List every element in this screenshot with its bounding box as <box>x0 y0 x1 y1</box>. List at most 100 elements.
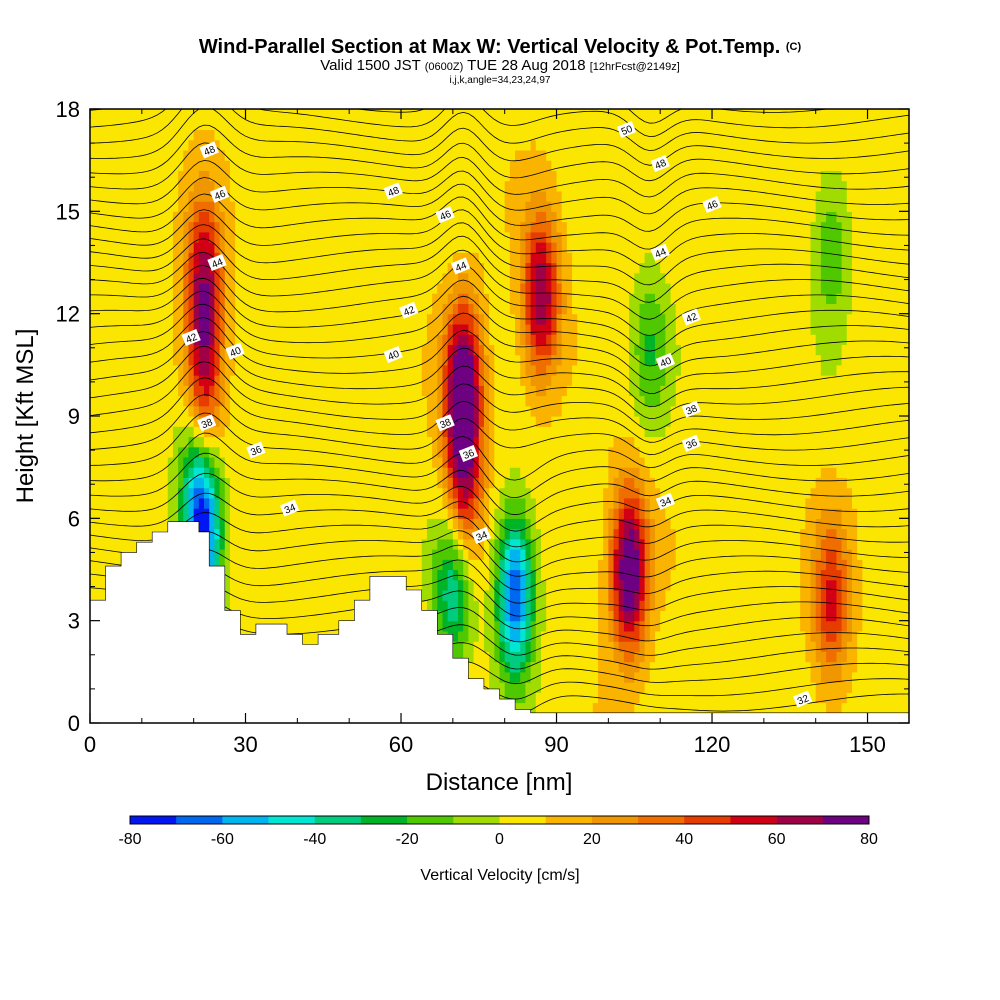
velocity-cell <box>214 497 221 509</box>
velocity-cell <box>281 170 288 182</box>
velocity-cell <box>515 252 521 264</box>
velocity-cell <box>131 139 138 151</box>
velocity-cell <box>261 303 267 315</box>
velocity-cell <box>478 375 485 386</box>
velocity-cell <box>147 456 153 468</box>
velocity-cell <box>483 334 490 345</box>
velocity-cell <box>359 211 366 223</box>
velocity-cell <box>115 334 122 345</box>
velocity-cell <box>219 170 226 182</box>
velocity-cell <box>504 610 511 622</box>
velocity-cell <box>281 426 288 438</box>
velocity-cell <box>167 211 174 223</box>
velocity-cell <box>302 436 309 448</box>
velocity-cell <box>245 272 252 284</box>
velocity-cell <box>432 201 438 212</box>
velocity-cell <box>458 313 464 325</box>
velocity-cell <box>255 323 262 335</box>
velocity-cell <box>141 354 148 366</box>
velocity-cell <box>494 231 501 243</box>
velocity-cell <box>235 354 241 366</box>
velocity-cell <box>271 549 278 560</box>
velocity-cell <box>292 579 298 591</box>
velocity-cell <box>266 610 273 622</box>
velocity-cell <box>292 446 298 458</box>
velocity-cell <box>110 559 117 571</box>
velocity-cell <box>499 600 506 612</box>
velocity-cell <box>494 538 501 550</box>
velocity-cell <box>147 303 153 315</box>
velocity-cell <box>229 456 236 468</box>
velocity-cell <box>452 600 459 612</box>
velocity-cell <box>245 139 252 151</box>
velocity-cell <box>131 375 138 386</box>
velocity-cell <box>204 119 210 131</box>
velocity-cell <box>302 149 309 161</box>
velocity-cell <box>489 211 495 223</box>
velocity-cell <box>489 303 495 315</box>
velocity-cell <box>121 323 127 335</box>
velocity-cell <box>318 170 324 182</box>
velocity-cell <box>432 579 438 591</box>
velocity-cell <box>110 497 117 509</box>
velocity-cell <box>323 180 330 192</box>
velocity-cell <box>483 282 490 294</box>
velocity-cell <box>483 518 490 530</box>
velocity-cell <box>509 364 516 376</box>
velocity-cell <box>281 282 288 294</box>
velocity-cell <box>458 508 464 519</box>
velocity-cell <box>364 190 371 202</box>
velocity-cell <box>375 416 381 427</box>
velocity-cell <box>323 109 330 120</box>
velocity-cell <box>271 272 278 284</box>
velocity-cell <box>312 589 319 601</box>
velocity-cell <box>395 149 402 161</box>
velocity-cell <box>255 293 262 305</box>
velocity-cell <box>515 477 521 489</box>
velocity-cell <box>421 549 428 560</box>
velocity-cell <box>172 313 179 325</box>
velocity-cell <box>369 242 376 253</box>
velocity-cell <box>354 436 361 448</box>
velocity-cell <box>499 262 506 274</box>
velocity-cell <box>307 487 314 499</box>
velocity-cell <box>204 282 210 294</box>
velocity-cell <box>152 487 158 499</box>
velocity-cell <box>437 272 444 284</box>
velocity-cell <box>162 354 169 366</box>
velocity-cell <box>115 282 122 294</box>
velocity-cell <box>167 426 174 438</box>
velocity-cell <box>307 589 314 601</box>
velocity-cell <box>162 436 169 448</box>
velocity-cell <box>90 538 96 550</box>
velocity-cell <box>178 385 184 397</box>
velocity-cell <box>380 559 387 571</box>
velocity-cell <box>312 497 319 509</box>
velocity-cell <box>416 508 423 519</box>
velocity-cell <box>499 221 506 233</box>
velocity-cell <box>115 323 122 335</box>
velocity-cell <box>219 538 226 550</box>
velocity-cell <box>312 313 319 325</box>
velocity-cell <box>198 334 205 345</box>
velocity-cell <box>463 477 469 489</box>
velocity-cell <box>271 600 278 612</box>
velocity-cell <box>369 354 376 366</box>
velocity-cell <box>359 190 366 202</box>
velocity-cell <box>452 518 459 530</box>
velocity-cell <box>375 139 381 151</box>
velocity-cell <box>292 344 298 356</box>
velocity-cell <box>121 170 127 182</box>
velocity-cell <box>509 630 516 642</box>
velocity-cell <box>380 436 387 448</box>
velocity-cell <box>318 518 324 530</box>
velocity-cell <box>266 569 273 581</box>
velocity-cell <box>255 139 262 151</box>
velocity-cell <box>421 354 428 366</box>
velocity-cell <box>437 549 444 560</box>
velocity-cell <box>297 508 304 519</box>
velocity-cell <box>250 467 257 478</box>
velocity-cell <box>105 538 112 550</box>
velocity-cell <box>307 221 314 233</box>
velocity-cell <box>141 487 148 499</box>
